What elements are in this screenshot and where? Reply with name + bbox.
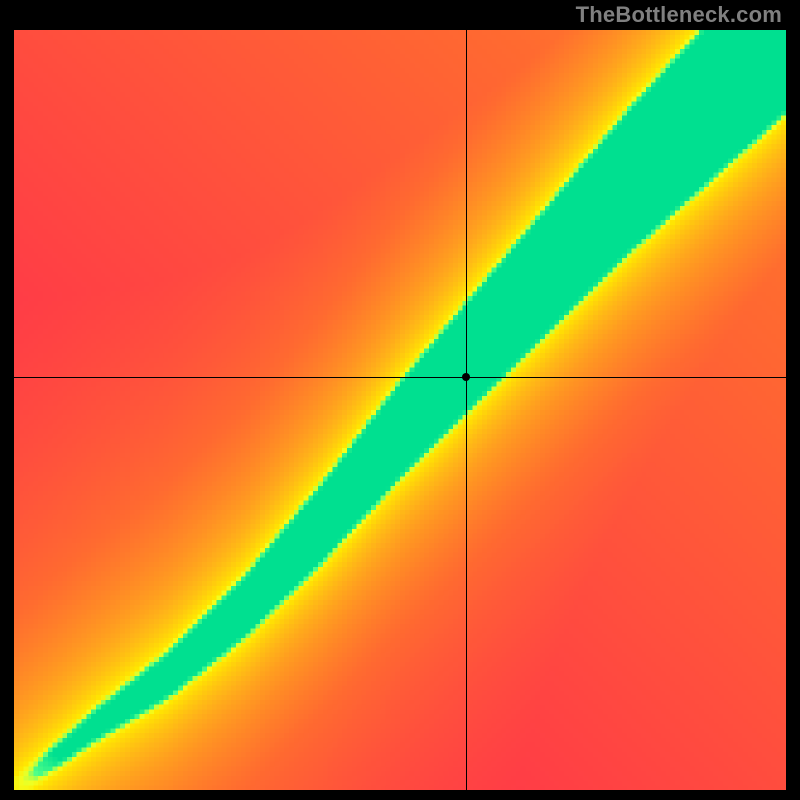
crosshair-marker bbox=[462, 373, 470, 381]
watermark-label: TheBottleneck.com bbox=[576, 2, 782, 28]
crosshair-vertical bbox=[466, 30, 467, 790]
crosshair-horizontal bbox=[14, 377, 786, 378]
bottleneck-heatmap bbox=[14, 30, 786, 790]
heatmap-canvas bbox=[14, 30, 786, 790]
